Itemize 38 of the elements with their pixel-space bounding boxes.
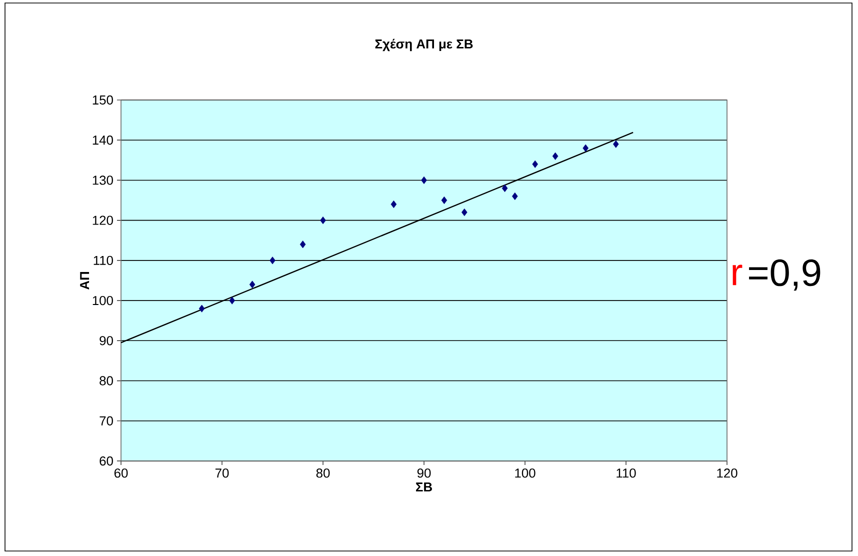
point bbox=[462, 208, 468, 216]
chart-title: Σχέση ΑΠ με ΣΒ bbox=[375, 38, 473, 52]
point bbox=[512, 192, 518, 200]
point bbox=[229, 296, 236, 304]
y-axis-title: ΑΠ bbox=[80, 272, 90, 290]
y-tick-label: 150 bbox=[92, 95, 113, 105]
text: r bbox=[732, 264, 742, 286]
point bbox=[552, 152, 558, 160]
x-tick-label: 70 bbox=[215, 468, 229, 478]
point bbox=[300, 240, 306, 248]
x-tick-label: 60 bbox=[114, 468, 128, 478]
x-tick-label: 90 bbox=[417, 468, 431, 478]
point bbox=[613, 140, 619, 148]
y-tick-label: 80 bbox=[100, 376, 113, 386]
point bbox=[441, 196, 448, 204]
point bbox=[390, 200, 397, 208]
point bbox=[582, 144, 589, 152]
y-tick-label: 130 bbox=[92, 176, 113, 185]
point bbox=[502, 184, 508, 192]
point bbox=[320, 216, 326, 224]
y-tick-label: 110 bbox=[94, 256, 113, 266]
y-tick-label: 140 bbox=[92, 136, 113, 145]
point bbox=[198, 304, 205, 312]
y-tick-label: 120 bbox=[92, 216, 113, 225]
point bbox=[270, 256, 276, 264]
x-tick-label: 80 bbox=[316, 468, 330, 478]
y-tick-label: 90 bbox=[100, 336, 113, 346]
y-tick-label: 60 bbox=[100, 456, 113, 466]
x-tick-label: 110 bbox=[616, 468, 636, 478]
x-tick-label: 100 bbox=[515, 468, 536, 478]
point bbox=[249, 280, 256, 288]
y-tick-label: 70 bbox=[100, 416, 113, 426]
y-tick-label: 100 bbox=[92, 296, 113, 306]
point bbox=[532, 160, 538, 168]
x-axis-title: ΣΒ bbox=[416, 482, 432, 492]
point bbox=[421, 176, 427, 184]
x-tick-label: 120 bbox=[717, 468, 738, 478]
text: =0,9 bbox=[749, 259, 820, 291]
